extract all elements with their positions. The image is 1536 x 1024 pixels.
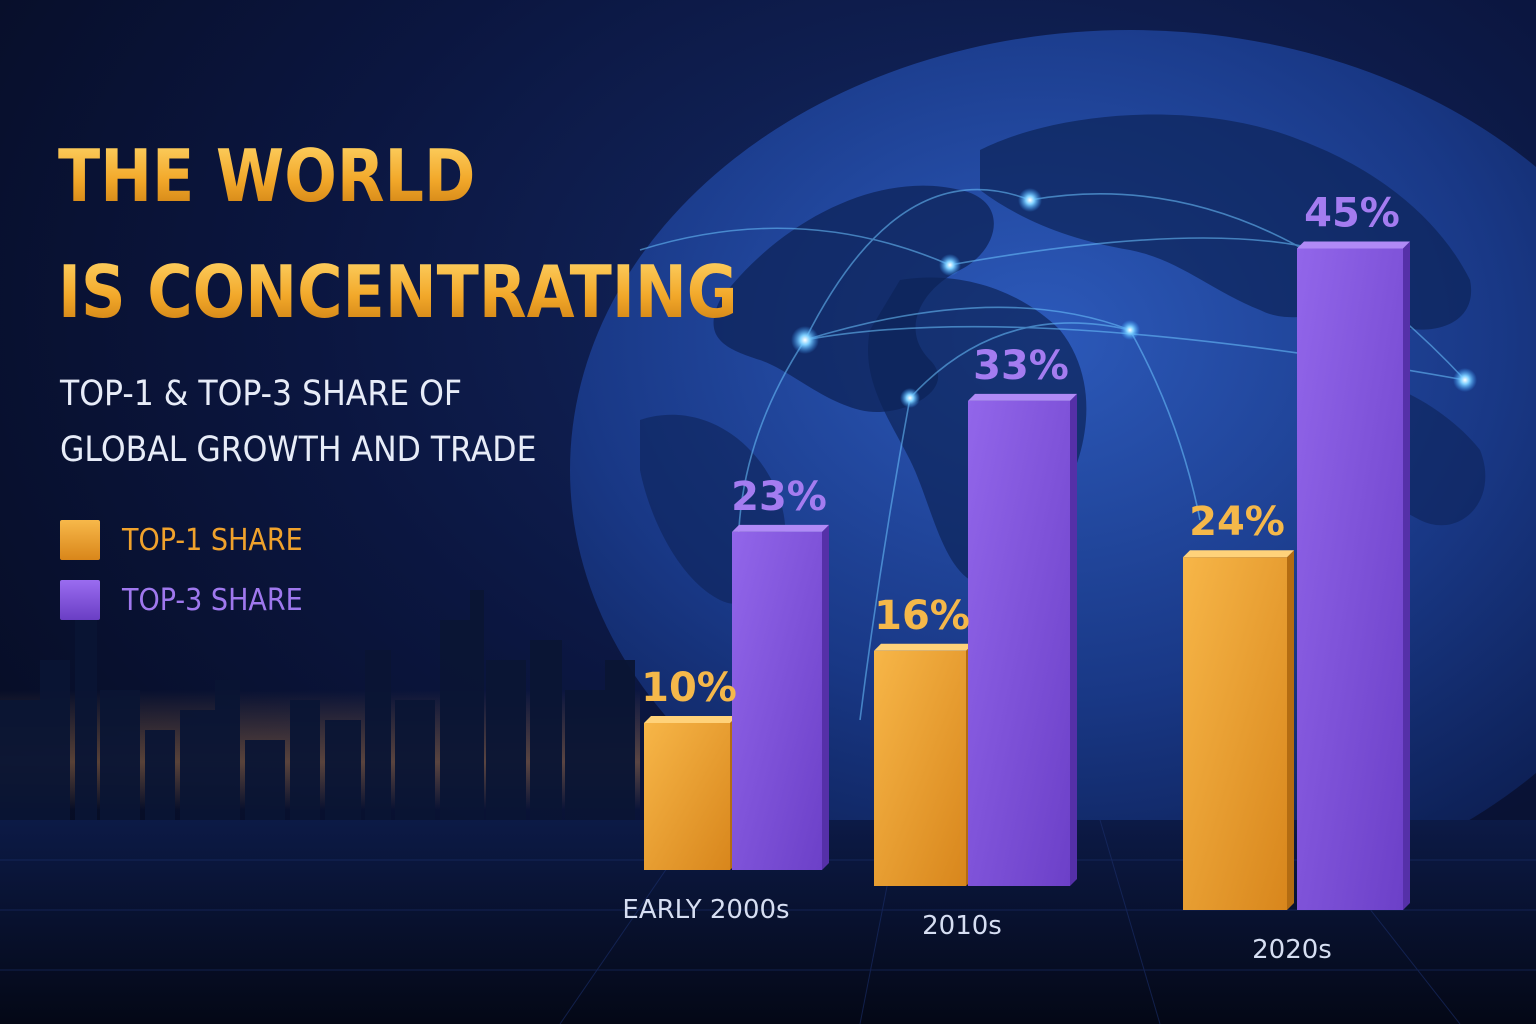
chart-subtitle-line-1: TOP-1 & TOP-3 SHARE OF: [60, 374, 463, 414]
data-label-top1-1: 16%: [874, 593, 970, 639]
legend-swatch-top3: [60, 580, 100, 620]
bar-top-top1-1: [874, 643, 973, 651]
labels-layer: 10% 23% EARLY 2000s 16% 33% 2010s 24% 45% 2020s: [622, 191, 1399, 966]
legend-label-top3: TOP-3 SHARE: [122, 582, 303, 618]
bar-top1-1: [874, 643, 973, 886]
data-label-top3-2: 45%: [1304, 191, 1400, 237]
data-label-top3-0: 23%: [731, 474, 827, 520]
chart-title-line-1: THE WORLD: [58, 134, 476, 218]
bar-front-top3-2: [1297, 248, 1403, 910]
category-label-0: EARLY 2000s: [622, 895, 789, 925]
chart-title-line-2: IS CONCENTRATING: [58, 250, 738, 334]
bar-top-top3-2: [1297, 241, 1410, 249]
bar-side-top1-2: [1287, 550, 1294, 910]
data-label-top3-1: 33%: [973, 343, 1069, 389]
data-label-top1-0: 10%: [641, 665, 737, 711]
bar-top1-2: [1183, 550, 1294, 910]
bar-side-top3-0: [822, 524, 829, 870]
bar-front-top3-0: [732, 531, 822, 870]
bars-layer: [644, 241, 1410, 910]
category-label-2: 2020s: [1252, 935, 1332, 965]
bar-front-top1-1: [874, 650, 966, 886]
bar-front-top1-0: [644, 723, 730, 870]
bar-top1-0: [644, 716, 737, 870]
chart-subtitle-line-2: GLOBAL GROWTH AND TRADE: [60, 430, 537, 470]
bar-top-top1-2: [1183, 550, 1294, 558]
legend-item-top1: TOP-1 SHARE: [60, 520, 323, 560]
bar-top-top1-0: [644, 716, 737, 723]
bar-top3-0: [732, 524, 829, 870]
category-label-1: 2010s: [922, 911, 1002, 941]
bar-front-top1-2: [1183, 557, 1287, 910]
bar-side-top3-1: [1070, 393, 1077, 886]
data-label-top1-2: 24%: [1189, 499, 1285, 545]
bar-top-top3-0: [732, 524, 829, 532]
legend-label-top1: TOP-1 SHARE: [122, 522, 303, 558]
bar-top3-1: [968, 393, 1077, 886]
legend-swatch-top1: [60, 520, 100, 560]
bar-side-top3-2: [1403, 241, 1410, 910]
bar-top-top3-1: [968, 393, 1077, 401]
bar-front-top3-1: [968, 400, 1070, 886]
legend-item-top3: TOP-3 SHARE: [60, 580, 323, 620]
bar-top3-2: [1297, 241, 1410, 910]
city-skyline: [0, 590, 635, 820]
